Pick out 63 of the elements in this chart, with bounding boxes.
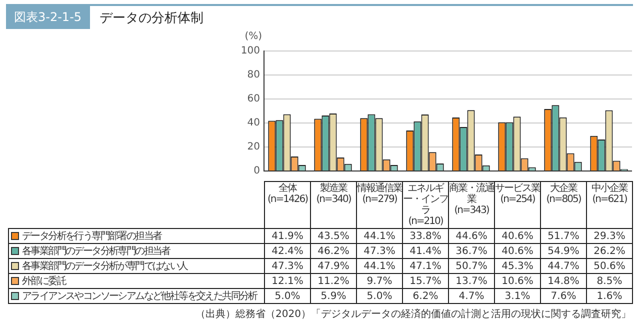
data-label: 40.6% (494, 228, 540, 244)
legend-label: アライアンスやコンソーシアムなど他社等を交えた共同分析 (8, 288, 264, 304)
text: データの分析体制 (100, 10, 204, 26)
data-label: 5.0% (264, 288, 310, 304)
data-label: 9.7% (356, 274, 402, 288)
y-axis-title: (%) (244, 31, 262, 42)
text: （出典）総務省（2020）「デジタルデータの経済的価値の計測と活用の現状に関する調査研究」 (194, 308, 631, 321)
data-label: 41.9% (264, 228, 310, 244)
data-label: 47.3% (264, 258, 310, 274)
text: 図表3-2-1-5 (6, 6, 90, 29)
data-label: 15.7% (402, 274, 448, 288)
data-label: 40.6% (494, 244, 540, 258)
data-label: 29.3% (586, 228, 632, 244)
y-tick-label: 60 (247, 94, 260, 105)
data-label: 42.4% (264, 244, 310, 258)
data-label: 44.7% (540, 258, 586, 274)
data-label: 36.7% (448, 244, 494, 258)
data-label: 50.7% (448, 258, 494, 274)
data-label: 50.6% (586, 258, 632, 274)
data-label: 33.8% (402, 228, 448, 244)
data-label: 5.9% (310, 288, 356, 304)
x-tick-label: 製造業 (n=340) (315, 183, 352, 205)
data-label: 47.1% (402, 258, 448, 274)
data-label: 45.3% (494, 258, 540, 274)
data-label: 4.7% (448, 288, 494, 304)
x-tick-label: 中小企業 (n=621) (590, 183, 629, 205)
data-label: 6.2% (402, 288, 448, 304)
data-label: 7.6% (540, 288, 586, 304)
data-label: 1.6% (586, 288, 632, 304)
data-label: 51.7% (540, 228, 586, 244)
y-tick-label: 20 (247, 142, 260, 153)
data-label: 14.8% (540, 274, 586, 288)
data-label: 44.6% (448, 228, 494, 244)
data-label: 41.4% (402, 244, 448, 258)
legend-label: 各事業部門のデータ分析専門の担当者 (8, 244, 264, 258)
data-label: 44.1% (356, 228, 402, 244)
legend-label: 各事業部門のデータ分析が専門ではない人 (8, 258, 264, 274)
x-tick-label: 大企業 (n=805) (545, 183, 582, 205)
legend-label: データ分析を行う専門部署の担当者 (8, 228, 264, 244)
data-label: 10.6% (494, 274, 540, 288)
x-tick-label: 全体 (n=1426) (266, 183, 309, 205)
data-label: 8.5% (586, 274, 632, 288)
data-label: 46.2% (310, 244, 356, 258)
data-label: 5.0% (356, 288, 402, 304)
y-tick-label: 0 (254, 166, 260, 177)
x-tick-label: サービス業 (n=254) (495, 183, 540, 205)
data-label: 12.1% (264, 274, 310, 288)
y-tick-label: 40 (247, 118, 260, 129)
data-label: 13.7% (448, 274, 494, 288)
legend-label: 外部に委託 (8, 274, 264, 288)
data-label: 47.3% (356, 244, 402, 258)
data-label: 54.9% (540, 244, 586, 258)
y-tick-label: 80 (247, 70, 260, 81)
x-tick-label: 商業・流通業 (n=343) (449, 183, 494, 216)
data-label: 3.1% (494, 288, 540, 304)
data-label: 47.9% (310, 258, 356, 274)
x-tick-label: エネルギー・インフラ (n=210) (403, 183, 448, 227)
x-tick-label: 情報通信業 (n=279) (357, 183, 402, 205)
data-label: 11.2% (310, 274, 356, 288)
y-tick-label: 100 (240, 46, 260, 57)
data-label: 26.2% (586, 244, 632, 258)
data-label: 44.1% (356, 258, 402, 274)
data-label: 43.5% (310, 228, 356, 244)
